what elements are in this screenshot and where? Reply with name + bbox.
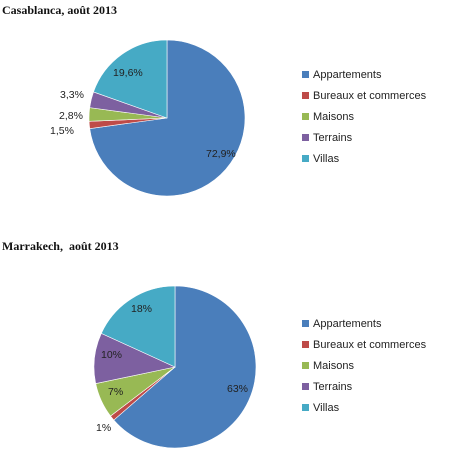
legend-item-appartements: Appartements <box>302 64 426 85</box>
legend-swatch <box>302 383 309 390</box>
pie-slice-villas <box>93 39 168 119</box>
pie-labels: 63% 1% 7% 10% 18% <box>96 303 248 434</box>
legend-label: Terrains <box>313 131 353 144</box>
legend-label: Villas <box>313 401 340 414</box>
legend-label: Maisons <box>313 359 354 372</box>
legend-swatch <box>302 155 309 162</box>
legend-item-maisons: Maisons <box>302 106 426 127</box>
pie-slices <box>88 39 246 197</box>
legend-label: Maisons <box>313 110 354 123</box>
legend-swatch <box>302 362 309 369</box>
pie-casablanca: 72,9% 1,5% 2,8% 3,3% 19,6% <box>50 39 246 197</box>
slice-data-label: 7% <box>108 386 123 398</box>
legend-item-appartements: Appartements <box>302 313 426 334</box>
legend-swatch <box>302 92 309 99</box>
chart-title: Casablanca, août 2013 <box>2 3 118 17</box>
pie-marrakech: 63% 1% 7% 10% 18% <box>93 285 257 449</box>
slice-data-label: 1% <box>96 422 111 434</box>
pie-slice-appartements <box>89 39 246 197</box>
slice-data-label: 72,9% <box>206 148 236 160</box>
legend: Appartements Bureaux et commerces Maison… <box>302 64 426 169</box>
legend-item-terrains: Terrains <box>302 127 426 148</box>
slice-data-label: 3,3% <box>60 89 84 101</box>
legend-item-bureaux: Bureaux et commerces <box>302 85 426 106</box>
legend-label: Appartements <box>313 317 382 330</box>
legend-item-maisons: Maisons <box>302 355 426 376</box>
pie-slice-villas <box>100 285 176 368</box>
pie-slices <box>93 285 257 449</box>
legend-label: Bureaux et commerces <box>313 338 427 351</box>
slice-data-label: 19,6% <box>113 67 143 79</box>
chart-title: Marrakech, août 2013 <box>2 239 119 253</box>
legend-swatch <box>302 404 309 411</box>
legend-item-villas: Villas <box>302 148 426 169</box>
legend-item-villas: Villas <box>302 397 426 418</box>
slice-data-label: 63% <box>227 383 248 395</box>
chart-marrakech: Marrakech, août 2013 63% 1% 7% 10% 18% Appar… <box>0 225 450 450</box>
legend-swatch <box>302 113 309 120</box>
legend-item-terrains: Terrains <box>302 376 426 397</box>
legend-item-bureaux: Bureaux et commerces <box>302 334 426 355</box>
legend-swatch <box>302 134 309 141</box>
legend-swatch <box>302 320 309 327</box>
slice-data-label: 2,8% <box>59 110 83 122</box>
slice-data-label: 10% <box>101 349 122 361</box>
pie-slice-appartements <box>113 285 257 449</box>
legend-label: Appartements <box>313 68 382 81</box>
legend-swatch <box>302 71 309 78</box>
legend-label: Villas <box>313 152 340 165</box>
legend-swatch <box>302 341 309 348</box>
legend-label: Bureaux et commerces <box>313 89 427 102</box>
legend: Appartements Bureaux et commerces Maison… <box>302 313 426 418</box>
slice-data-label: 18% <box>131 303 152 315</box>
pie-labels: 72,9% 1,5% 2,8% 3,3% 19,6% <box>50 67 236 160</box>
slice-data-label: 1,5% <box>50 125 74 137</box>
legend-label: Terrains <box>313 380 353 393</box>
chart-casablanca: Casablanca, août 2013 72,9% 1,5% 2,8% 3,3% 1… <box>2 3 426 197</box>
